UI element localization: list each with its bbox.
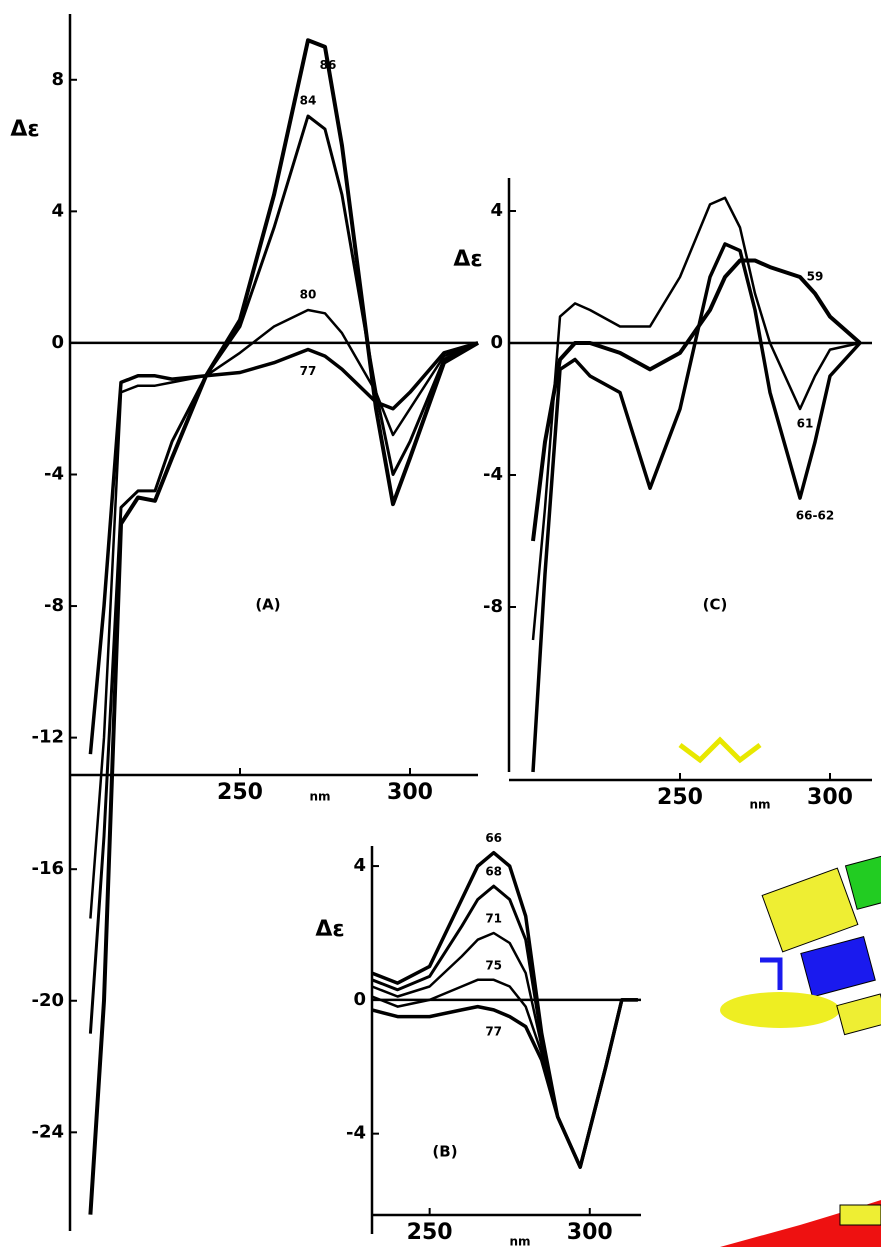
curve — [531, 196, 861, 641]
protein-illustration — [678, 736, 881, 1247]
y-axis-label: Δε — [10, 117, 39, 142]
y-tick-label: 0 — [490, 332, 503, 353]
series-label: 66 — [485, 831, 502, 845]
y-tick-label: 8 — [51, 69, 64, 90]
y-tick-label: 4 — [353, 855, 366, 876]
y-tick-label: 4 — [51, 200, 64, 221]
panel-label: (A) — [255, 596, 280, 614]
y-tick-label: -20 — [31, 990, 64, 1011]
curve — [371, 998, 638, 1169]
curve — [88, 114, 479, 1034]
y-tick-label: -12 — [31, 727, 64, 748]
y-tick-label: 0 — [353, 989, 366, 1010]
series-label: 77 — [485, 1024, 502, 1038]
x-tick-label: 300 — [567, 1220, 613, 1245]
y-tick-label: -8 — [483, 596, 503, 617]
series-label: 84 — [300, 93, 317, 107]
y-tick-label: -4 — [44, 463, 64, 484]
y-tick-label: 4 — [490, 200, 503, 221]
y-tick-label: -16 — [31, 858, 64, 879]
panel-label: (B) — [432, 1143, 457, 1161]
curve — [371, 884, 638, 1169]
series-label: 66-62 — [796, 509, 834, 523]
x-axis-label: nm — [749, 798, 770, 812]
curve — [89, 308, 479, 919]
curve — [371, 931, 638, 1169]
series-label: 61 — [797, 417, 814, 431]
panel-label: (C) — [703, 596, 728, 614]
x-axis-label: nm — [509, 1235, 530, 1247]
x-tick-label: 300 — [807, 785, 853, 810]
y-tick-label: 0 — [51, 332, 64, 353]
y-tick-label: -4 — [483, 464, 503, 485]
curve — [531, 242, 862, 773]
series-label: 71 — [485, 911, 502, 925]
x-tick-label: 250 — [657, 785, 703, 810]
y-axis-label: Δε — [315, 917, 344, 942]
series-label: 68 — [485, 865, 502, 879]
x-tick-label: 300 — [387, 780, 433, 805]
y-tick-label: -8 — [44, 595, 64, 616]
series-label: 80 — [300, 288, 317, 302]
curve — [371, 978, 638, 1169]
curve — [531, 258, 862, 542]
curve — [371, 850, 638, 1169]
x-axis-label: nm — [309, 790, 330, 804]
series-label: 77 — [300, 364, 317, 378]
x-tick-label: 250 — [407, 1220, 453, 1245]
series-label: 75 — [485, 958, 502, 972]
curve — [88, 38, 480, 1215]
y-tick-label: -4 — [346, 1123, 366, 1144]
curve — [88, 341, 479, 755]
x-tick-label: 250 — [217, 780, 263, 805]
y-tick-label: -24 — [31, 1121, 64, 1142]
series-label: 86 — [320, 58, 337, 72]
series-label: 59 — [807, 270, 824, 284]
y-axis-label: Δε — [453, 247, 482, 272]
